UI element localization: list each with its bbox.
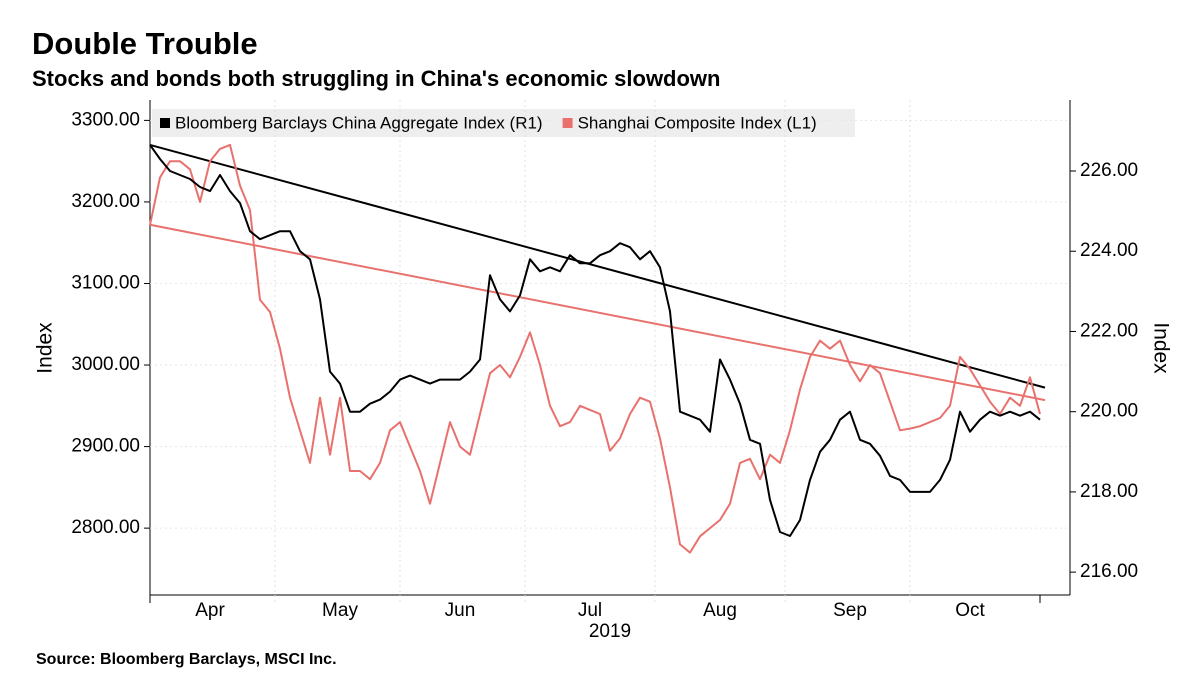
trend-line xyxy=(149,223,1046,402)
y2-tick-label: 224.00 xyxy=(1080,240,1138,261)
legend-swatch xyxy=(160,118,170,128)
y2-tick-label: 226.00 xyxy=(1080,160,1138,181)
y2-tick-label: 216.00 xyxy=(1080,561,1138,582)
x-tick-label: Sep xyxy=(833,600,867,621)
legend-swatch xyxy=(562,118,573,128)
legend-label: Bloomberg Barclays China Aggregate Index… xyxy=(175,113,543,132)
chart-subtitle: Stocks and bonds both struggling in Chin… xyxy=(32,66,720,91)
y-tick-label: 2900.00 xyxy=(71,436,140,457)
x-tick-label: Apr xyxy=(195,600,225,621)
x-tick-label: Oct xyxy=(955,600,985,621)
x-tick-label: Jul xyxy=(578,600,602,621)
y-tick-label: 3100.00 xyxy=(71,272,140,293)
source: Source: Bloomberg Barclays, MSCI Inc. xyxy=(36,651,337,668)
y-tick-label: 3300.00 xyxy=(71,109,140,130)
chart-title: Double Trouble xyxy=(32,26,258,61)
y2-axis-label: Index xyxy=(1149,322,1172,374)
y-tick-label: 2800.00 xyxy=(71,517,140,538)
series-line xyxy=(149,143,1041,554)
legend-box xyxy=(152,109,855,137)
y-tick-label: 3000.00 xyxy=(71,354,140,375)
y2-tick-label: 220.00 xyxy=(1080,401,1138,422)
legend-label: Shanghai Composite Index (L1) xyxy=(578,113,817,132)
x-axis-label: 2019 xyxy=(589,621,631,642)
y2-tick-label: 222.00 xyxy=(1080,320,1138,341)
x-tick-label: Jun xyxy=(445,600,476,621)
y-tick-label: 3200.00 xyxy=(71,191,140,212)
y-axis-label: Index xyxy=(34,322,57,374)
trend-line xyxy=(149,143,1046,389)
x-tick-label: May xyxy=(322,600,358,621)
series-line xyxy=(149,144,1041,537)
y2-tick-label: 218.00 xyxy=(1080,481,1138,502)
x-tick-label: Aug xyxy=(703,600,737,621)
